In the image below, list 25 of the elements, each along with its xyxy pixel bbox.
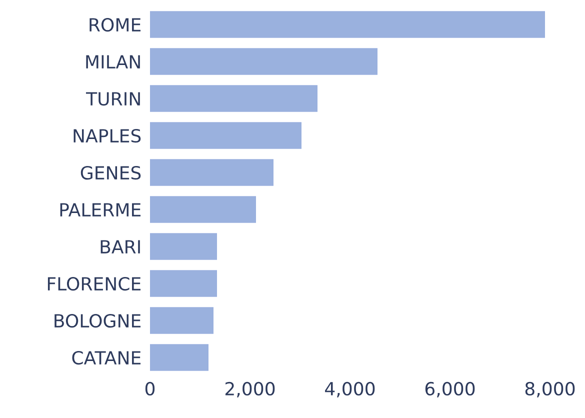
bar xyxy=(150,48,378,75)
bar xyxy=(150,11,545,38)
bar xyxy=(150,233,217,260)
y-tick-label: CATANE xyxy=(72,350,141,365)
x-tick-label: 4,000 xyxy=(325,382,375,398)
x-tick-label: 0 xyxy=(145,382,155,396)
y-tick-label: TURIN xyxy=(86,92,140,106)
x-tick-label: 2,000 xyxy=(225,382,275,398)
bar xyxy=(150,159,274,186)
y-tick-label: GENES xyxy=(80,166,141,180)
bar xyxy=(150,270,217,297)
y-tick-label: MILAN xyxy=(86,55,140,68)
y-tick-label: BARI xyxy=(100,240,140,254)
bar xyxy=(150,307,214,334)
bar xyxy=(150,196,256,223)
y-tick-label: ROME xyxy=(90,18,141,32)
y-tick-label: BOLOGNE xyxy=(54,314,141,328)
y-tick-label: NAPLES xyxy=(74,128,141,143)
bar xyxy=(150,85,318,112)
bar xyxy=(150,122,302,149)
y-tick-label: FLORENCE xyxy=(48,276,141,291)
y-tick-label: PALERME xyxy=(60,203,141,216)
x-tick-label: 8,000 xyxy=(525,382,575,398)
x-tick-label: 6,000 xyxy=(425,382,475,398)
bar xyxy=(150,344,208,371)
